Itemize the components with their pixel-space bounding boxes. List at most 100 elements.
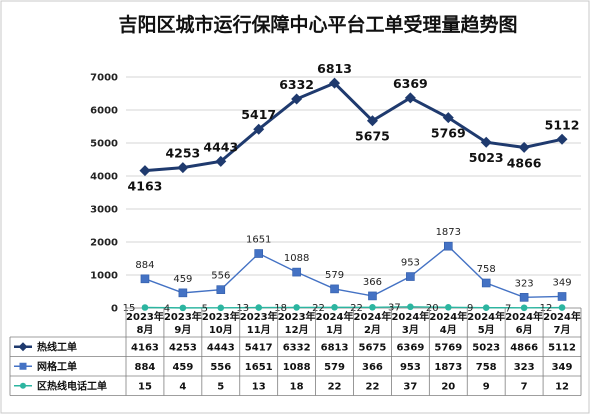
data-label: 5023 — [469, 150, 504, 165]
x-tick-label: 6月 — [516, 324, 533, 336]
table-cell: 323 — [514, 362, 535, 373]
series-line — [144, 81, 563, 173]
x-tick-label: 12月 — [285, 324, 309, 336]
data-label: 18 — [274, 303, 287, 314]
data-label: 6332 — [279, 77, 314, 92]
data-point — [518, 141, 530, 153]
data-label: 15 — [123, 303, 136, 314]
y-tick-label: 6000 — [90, 106, 118, 117]
x-tick-label: 10月 — [209, 324, 233, 336]
data-point — [178, 288, 188, 298]
data-label: 13 — [236, 303, 249, 314]
y-tick-label: 4000 — [90, 172, 118, 183]
data-point — [368, 291, 377, 301]
data-point — [407, 303, 414, 311]
data-label: 5 — [202, 303, 208, 314]
data-label: 12 — [540, 303, 553, 314]
data-label: 1651 — [246, 235, 271, 246]
series-line — [144, 245, 563, 299]
table-cell: 9 — [483, 381, 490, 392]
series-line — [144, 306, 563, 309]
data-point — [556, 133, 568, 145]
table-cell: 349 — [552, 362, 573, 373]
data-label: 4163 — [128, 179, 163, 194]
legend-marker — [20, 382, 26, 389]
data-label: 323 — [515, 278, 534, 289]
table-cell: 15 — [138, 381, 152, 392]
x-tick-label: 2024年 — [543, 310, 581, 323]
table-cell: 579 — [324, 362, 345, 373]
data-label: 1873 — [436, 227, 461, 238]
data-point — [442, 112, 454, 124]
x-tick-label: 2023年 — [126, 310, 164, 323]
data-label: 556 — [211, 271, 230, 282]
table-cell: 884 — [135, 362, 156, 373]
data-point — [331, 303, 338, 311]
table-cell: 6813 — [321, 342, 349, 353]
data-label: 884 — [135, 260, 154, 271]
x-tick-label: 2024年 — [354, 310, 392, 323]
data-label: 579 — [325, 270, 344, 281]
x-tick-label: 2023年 — [240, 310, 278, 323]
x-tick-label: 2024年 — [391, 310, 429, 323]
data-label: 4 — [164, 303, 170, 314]
table-cell: 5675 — [359, 342, 387, 353]
data-point — [482, 304, 490, 312]
x-tick-label: 2024年 — [467, 310, 505, 323]
x-tick-label: 11月 — [247, 324, 271, 336]
data-label: 6813 — [317, 61, 352, 76]
data-point — [140, 274, 150, 284]
x-tick-label: 2024年 — [505, 310, 543, 323]
data-point — [481, 278, 491, 288]
legend-label: 热线工单 — [37, 340, 77, 353]
table-cell: 366 — [362, 362, 383, 373]
table-cell: 4163 — [131, 342, 159, 353]
table-cell: 6369 — [396, 342, 424, 353]
data-point — [253, 123, 265, 135]
y-tick-label: 7000 — [90, 73, 118, 84]
y-tick-label: 1000 — [90, 271, 118, 282]
data-label: 5769 — [431, 126, 466, 141]
table-cell: 22 — [328, 381, 342, 392]
data-label: 6369 — [393, 76, 428, 91]
data-point — [217, 304, 225, 312]
table-cell: 7 — [521, 381, 528, 392]
table-cell: 1873 — [434, 362, 462, 373]
table-cell: 13 — [252, 381, 266, 392]
data-label: 7 — [505, 303, 511, 314]
data-point — [293, 304, 300, 311]
table-cell: 4866 — [510, 342, 538, 353]
data-point — [520, 304, 528, 312]
legend-marker — [18, 342, 28, 352]
data-label: 22 — [312, 303, 325, 314]
data-point — [366, 115, 378, 127]
chart-title: 吉阳区城市运行保障中心平台工单受理量趋势图 — [118, 13, 517, 36]
data-point — [179, 304, 187, 312]
table-cell: 12 — [555, 381, 569, 392]
x-tick-label: 2024年 — [429, 310, 467, 323]
table-cell: 6332 — [283, 342, 311, 353]
data-point — [519, 293, 529, 302]
data-label: 4866 — [507, 155, 542, 170]
table-cell: 5769 — [434, 342, 462, 353]
legend-label: 区热线电话工单 — [37, 379, 107, 392]
data-point — [404, 92, 416, 104]
data-label: 953 — [401, 258, 420, 269]
data-point — [216, 285, 226, 294]
data-label: 4253 — [165, 146, 200, 161]
table-cell: 4253 — [169, 342, 197, 353]
data-point — [330, 284, 339, 294]
data-label: 5112 — [545, 117, 580, 132]
x-tick-label: 2月 — [364, 324, 381, 336]
table-cell: 5 — [217, 381, 224, 392]
table-cell: 1088 — [283, 362, 311, 373]
x-tick-label: 3月 — [402, 324, 419, 336]
data-point — [292, 267, 301, 277]
data-label: 366 — [363, 277, 382, 288]
data-label: 758 — [477, 264, 496, 275]
table-cell: 37 — [403, 381, 417, 392]
table-cell: 4443 — [207, 342, 235, 353]
